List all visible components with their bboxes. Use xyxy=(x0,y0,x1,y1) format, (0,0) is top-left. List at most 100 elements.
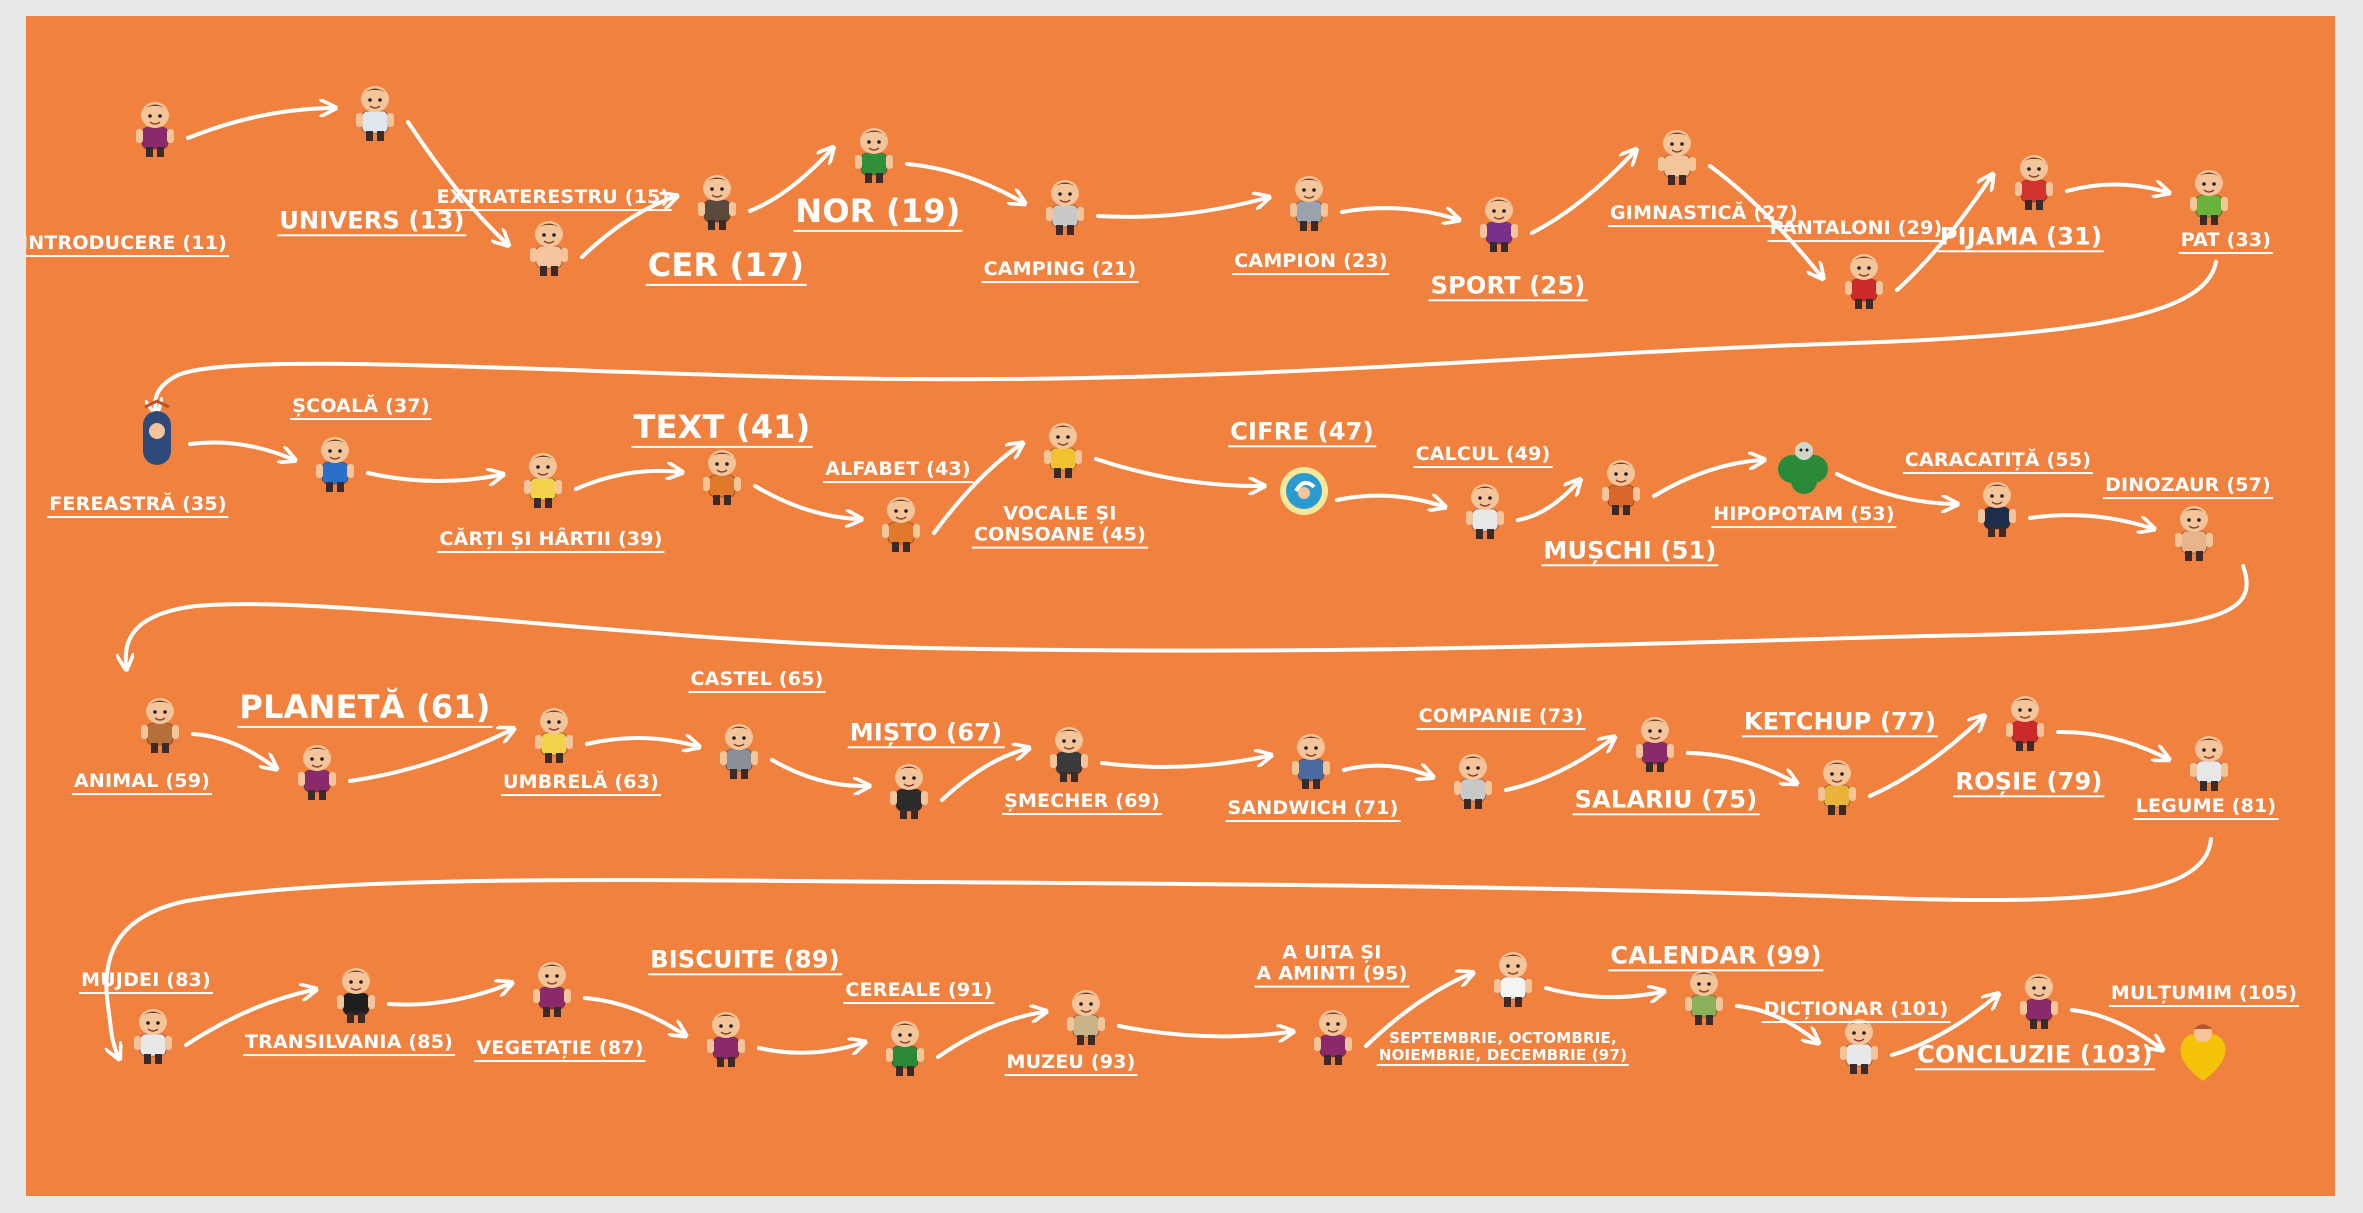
station-label-rosie[interactable]: ROȘIE (79) xyxy=(1953,768,2105,798)
station-label-introducere[interactable]: INTRODUCERE (11) xyxy=(26,233,230,257)
station-label-fereastra[interactable]: FEREASTRĂ (35) xyxy=(47,494,229,518)
station-label-line: GIMNASTICĂ (27) xyxy=(1610,202,1798,225)
arrow-a-uita xyxy=(1364,974,1470,1048)
station-label-line: EXTRATERESTRU (15) xyxy=(436,186,670,209)
station-label-dinozaur[interactable]: DINOZAUR (57) xyxy=(2103,475,2273,499)
station-label-biscuite[interactable]: BISCUITE (89) xyxy=(648,946,842,976)
station-label-line: MULȚUMIM (105) xyxy=(2110,982,2298,1005)
station-label-dictionar[interactable]: DICȚIONAR (101) xyxy=(1761,998,1951,1023)
arrow-univers xyxy=(406,120,506,243)
station-label-animal[interactable]: ANIMAL (59) xyxy=(71,771,213,795)
station-label-extraterestru[interactable]: EXTRATERESTRU (15) xyxy=(434,186,672,211)
grandpa-icon xyxy=(1281,725,1335,795)
gymnast-icon xyxy=(1647,121,1701,191)
station-label-line: DICȚIONAR (101) xyxy=(1763,998,1949,1021)
arrow-sport xyxy=(1530,152,1634,235)
station-label-misto[interactable]: MIȘTO (67) xyxy=(847,719,1005,749)
knight-icon xyxy=(1035,171,1089,241)
child-icon xyxy=(125,93,179,163)
station-label-line: PLANETĂ (61) xyxy=(239,687,491,726)
station-label-univers[interactable]: UNIVERS (13) xyxy=(277,207,467,237)
station-label-sandwich[interactable]: SANDWICH (71) xyxy=(1225,798,1401,822)
station-label-alfabet[interactable]: ALFABET (43) xyxy=(823,459,973,483)
station-label-ketchup[interactable]: KETCHUP (77) xyxy=(1741,708,1939,738)
station-label-vegetatie[interactable]: VEGETAȚIE (87) xyxy=(474,1038,646,1062)
station-label-line: ȘCOALĂ (37) xyxy=(292,395,430,418)
scholar-icon xyxy=(1829,1010,1883,1080)
arrow-calcul xyxy=(1516,482,1578,522)
station-label-vocale[interactable]: VOCALE ȘI CONSOANE (45) xyxy=(972,503,1148,549)
station-label-calcul[interactable]: CALCUL (49) xyxy=(1413,444,1553,468)
arrow-campion xyxy=(1340,206,1456,219)
station-label-line: CASTEL (65) xyxy=(690,668,824,691)
station-label-scoala[interactable]: ȘCOALĂ (37) xyxy=(290,395,432,420)
station-label-umbrela[interactable]: UMBRELĂ (63) xyxy=(500,772,662,796)
alien-icon xyxy=(519,212,573,282)
station-label-calendar[interactable]: CALENDAR (99) xyxy=(1608,942,1824,972)
station-label-concluzie[interactable]: CONCLUZIE (103) xyxy=(1915,1041,2155,1071)
station-label-text[interactable]: TEXT (41) xyxy=(631,409,813,449)
arrow-salariu xyxy=(1686,751,1794,782)
hammock-icon xyxy=(305,428,359,498)
arrow-vocale xyxy=(1094,457,1261,486)
arrow-pijama xyxy=(2065,184,2166,192)
station-label-line: NOR (19) xyxy=(795,191,961,230)
arrow-carti xyxy=(574,471,679,491)
station-label-planeta[interactable]: PLANETĂ (61) xyxy=(237,687,493,729)
trickster-icon xyxy=(1039,718,1093,788)
arrow-rosie xyxy=(2056,729,2166,758)
strongman-icon xyxy=(1591,451,1645,521)
station-label-line: SALARIU (75) xyxy=(1574,785,1758,814)
station-label-muzeu[interactable]: MUZEU (93) xyxy=(1004,1052,1138,1076)
station-label-camping[interactable]: CAMPING (21) xyxy=(981,259,1139,283)
station-label-caracatita[interactable]: CARACATIȚĂ (55) xyxy=(1902,450,2094,474)
station-label-pijama[interactable]: PIJAMA (31) xyxy=(1937,223,2105,253)
station-label-a-uita[interactable]: A UITA ȘI A AMINTI (95) xyxy=(1254,942,1410,988)
station-label-line: TRANSILVANIA (85) xyxy=(244,1031,454,1054)
station-label-transilvania[interactable]: TRANSILVANIA (85) xyxy=(242,1031,456,1056)
arrow-cereale xyxy=(936,1012,1043,1059)
station-label-line: PANTALONI (29) xyxy=(1769,217,1943,240)
station-label-multumim[interactable]: MULȚUMIM (105) xyxy=(2108,982,2300,1007)
station-label-mujdei[interactable]: MUJDEI (83) xyxy=(79,970,213,994)
arrow-introducere xyxy=(186,108,332,140)
station-label-septembrie[interactable]: SEPTEMBRIE, OCTOMBRIE, NOIEMBRIE, DECEMBR… xyxy=(1376,1030,1630,1066)
diver-icon xyxy=(1967,473,2021,543)
arrow-ketchup xyxy=(1868,718,1982,798)
station-label-nor[interactable]: NOR (19) xyxy=(793,191,963,233)
vampire-icon xyxy=(326,959,380,1029)
station-label-line: ALFABET (43) xyxy=(825,458,971,481)
horse-knight-icon xyxy=(709,715,763,785)
station-label-cer[interactable]: CER (17) xyxy=(645,245,807,287)
station-label-cereale[interactable]: CEREALE (91) xyxy=(843,980,995,1004)
heart-icon xyxy=(2173,1017,2227,1087)
station-label-pat[interactable]: PAT (33) xyxy=(2178,230,2274,254)
station-label-hipopotam[interactable]: HIPOPOTAM (53) xyxy=(1711,504,1897,528)
station-label-smecher[interactable]: ȘMECHER (69) xyxy=(1002,791,1162,815)
arrow-vegetatie xyxy=(583,996,683,1034)
station-label-legume[interactable]: LEGUME (81) xyxy=(2133,796,2279,820)
arrow-extraterestru xyxy=(580,197,674,259)
station-label-gimnastica[interactable]: GIMNASTICĂ (27) xyxy=(1608,203,1800,227)
reading-path-board: INTRODUCERE (11) UNIVERS (13) EXTRATERES… xyxy=(26,16,2335,1196)
station-label-campion[interactable]: CAMPION (23) xyxy=(1232,251,1390,275)
station-label-sport[interactable]: SPORT (25) xyxy=(1428,272,1588,302)
station-label-line: CER (17) xyxy=(647,245,805,284)
station-label-cifre[interactable]: CIFRE (47) xyxy=(1228,417,1376,448)
station-label-castel[interactable]: CASTEL (65) xyxy=(688,668,826,693)
arrow-fereastra xyxy=(188,440,292,459)
pajama-kid-icon xyxy=(2004,146,2058,216)
arrow-gimnastica xyxy=(1708,164,1821,276)
station-label-muschi[interactable]: MUȘCHI (51) xyxy=(1541,537,1719,567)
station-label-salariu[interactable]: SALARIU (75) xyxy=(1572,785,1760,816)
station-label-line: CIFRE (47) xyxy=(1230,417,1374,446)
station-label-companie[interactable]: COMPANIE (73) xyxy=(1416,706,1586,730)
gentleman-icon xyxy=(879,755,933,825)
station-label-carti[interactable]: CĂRȚI ȘI HÂRTII (39) xyxy=(437,529,665,553)
worker-icon xyxy=(1443,745,1497,815)
station-label-line: CONSOANE (45) xyxy=(974,523,1146,546)
station-label-line: NOIEMBRIE, DECEMBRIE (97) xyxy=(1378,1045,1628,1064)
station-label-pantaloni[interactable]: PANTALONI (29) xyxy=(1767,217,1945,242)
arrow-caracatita xyxy=(2028,513,2151,528)
emperor-icon xyxy=(1483,943,1537,1013)
